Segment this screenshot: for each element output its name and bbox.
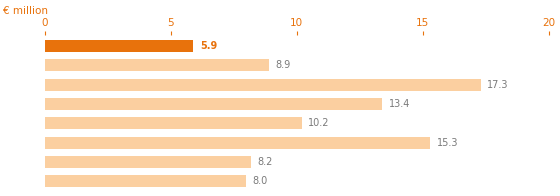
Text: 17.3: 17.3 [487,80,508,90]
Text: 13.4: 13.4 [389,99,410,109]
Text: € million: € million [3,6,48,16]
Text: 5.9: 5.9 [200,41,217,51]
Bar [45,137,430,149]
Bar [45,40,194,52]
Bar [45,156,251,168]
Text: 15.3: 15.3 [437,138,458,148]
Text: 10.2: 10.2 [308,118,330,128]
Bar [45,59,269,71]
Text: 8.9: 8.9 [276,60,291,70]
Bar [45,175,246,187]
Bar [45,98,382,110]
Bar [45,117,302,129]
Text: 8.0: 8.0 [253,176,268,186]
Bar [45,79,480,91]
Text: 8.2: 8.2 [258,157,273,167]
